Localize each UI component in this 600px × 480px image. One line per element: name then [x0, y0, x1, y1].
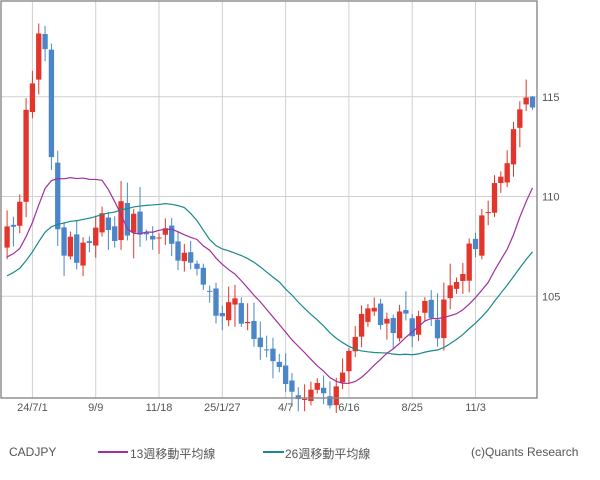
svg-text:24/7/1: 24/7/1: [17, 402, 48, 414]
svg-text:115: 115: [542, 92, 560, 104]
svg-text:105: 105: [542, 291, 560, 303]
svg-text:6/16: 6/16: [338, 402, 359, 414]
svg-text:4/7: 4/7: [278, 402, 293, 414]
svg-text:11/3: 11/3: [465, 402, 486, 414]
svg-text:110: 110: [542, 192, 560, 204]
svg-text:25/1/27: 25/1/27: [204, 402, 241, 414]
svg-text:9/9: 9/9: [88, 402, 103, 414]
svg-text:11/18: 11/18: [146, 402, 173, 414]
svg-text:8/25: 8/25: [402, 402, 423, 414]
